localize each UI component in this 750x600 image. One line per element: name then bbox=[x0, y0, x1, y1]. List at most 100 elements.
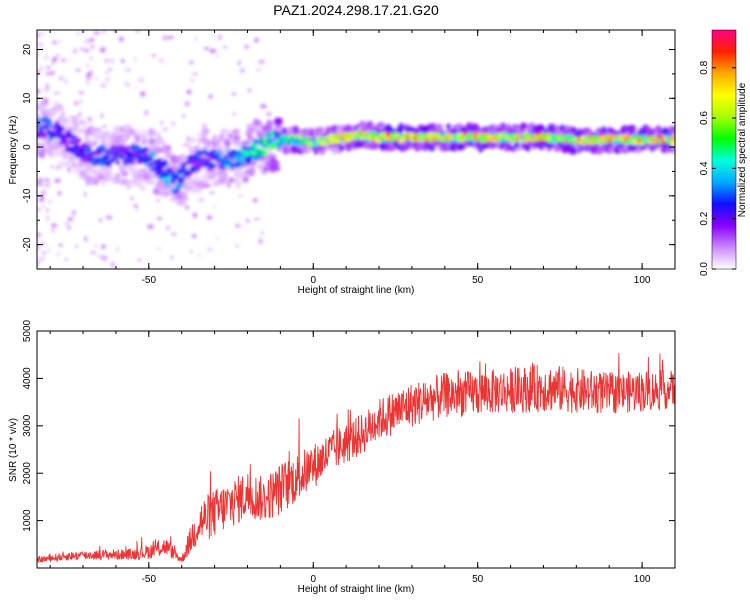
heatmap-cell bbox=[45, 72, 52, 76]
heatmap-cell bbox=[97, 149, 103, 156]
heatmap-cell bbox=[151, 54, 157, 57]
heatmap-cell bbox=[104, 58, 110, 63]
heatmap-cell bbox=[154, 132, 161, 137]
heatmap-cell bbox=[233, 128, 241, 137]
heatmap-cell bbox=[136, 159, 143, 165]
heatmap-cell bbox=[191, 234, 197, 238]
heatmap-cell bbox=[231, 92, 237, 96]
heatmap-cell bbox=[446, 123, 452, 130]
spectrogram-x-tick-label: 0 bbox=[310, 275, 316, 286]
heatmap-cell bbox=[216, 235, 219, 242]
heatmap-cell bbox=[54, 178, 61, 184]
heatmap-cell bbox=[72, 212, 76, 217]
heatmap-cell bbox=[183, 178, 191, 186]
snr-y-label: SNR (10 * v/v) bbox=[8, 418, 19, 482]
heatmap-cell bbox=[255, 155, 261, 160]
heatmap-cell bbox=[57, 160, 67, 168]
heatmap-cell bbox=[39, 32, 46, 36]
heatmap-cell bbox=[125, 145, 130, 151]
heatmap-cell bbox=[58, 76, 65, 81]
heatmap-cell bbox=[670, 140, 675, 145]
heatmap-cell bbox=[67, 120, 72, 126]
heatmap-cell bbox=[133, 86, 139, 89]
heatmap-cell bbox=[198, 198, 205, 202]
colorbar-tick-label: 0.0 bbox=[699, 262, 710, 276]
heatmap-cell bbox=[142, 147, 149, 152]
heatmap-cell bbox=[240, 68, 245, 73]
heatmap-cell bbox=[118, 165, 126, 171]
heatmap-cell bbox=[66, 166, 72, 172]
heatmap-cell bbox=[53, 92, 61, 95]
heatmap-cell bbox=[256, 68, 261, 72]
heatmap-cell bbox=[254, 38, 258, 43]
heatmap-cell bbox=[178, 200, 186, 207]
heatmap-cell bbox=[272, 159, 280, 168]
heatmap-cell bbox=[318, 149, 326, 155]
heatmap-cell bbox=[134, 179, 144, 187]
snr-y-tick-label: 3000 bbox=[22, 414, 33, 437]
heatmap-cell bbox=[175, 187, 180, 193]
heatmap-cell bbox=[137, 258, 141, 262]
heatmap-cell bbox=[89, 141, 95, 148]
heatmap-cell bbox=[47, 247, 51, 253]
heatmap-cell bbox=[254, 120, 262, 126]
heatmap-cell bbox=[198, 192, 202, 195]
heatmap-cell bbox=[52, 40, 57, 45]
heatmap-cell bbox=[57, 190, 62, 196]
heatmap-cell bbox=[138, 77, 145, 83]
heatmap-cell bbox=[87, 81, 90, 86]
heatmap-cell bbox=[89, 37, 95, 43]
heatmap-cell bbox=[219, 133, 225, 142]
heatmap-cell bbox=[170, 232, 177, 236]
heatmap-cell bbox=[258, 59, 266, 65]
heatmap-cell bbox=[119, 153, 124, 159]
heatmap-cell bbox=[57, 40, 62, 43]
heatmap-cell bbox=[157, 247, 160, 251]
heatmap-cell bbox=[56, 125, 65, 132]
heatmap-cell bbox=[139, 170, 145, 176]
heatmap-cell bbox=[37, 88, 41, 94]
heatmap-cell bbox=[192, 174, 201, 182]
heatmap-cell bbox=[156, 199, 161, 202]
heatmap-cell bbox=[229, 178, 235, 183]
heatmap-cell bbox=[63, 141, 70, 148]
heatmap-cell bbox=[194, 144, 200, 152]
heatmap-cell bbox=[177, 180, 185, 184]
spectrogram-panel: -50 0 50 100 -20 -10 0 10 20 Height of straight … bbox=[8, 29, 676, 296]
heatmap-cell bbox=[93, 151, 99, 156]
heatmap-cell bbox=[67, 224, 72, 231]
heatmap-cell bbox=[44, 83, 50, 87]
heatmap-cell bbox=[194, 36, 198, 42]
heatmap-cell bbox=[416, 142, 423, 151]
heatmap-cell bbox=[42, 133, 48, 139]
heatmap-cell bbox=[150, 151, 157, 157]
heatmap-cell bbox=[115, 172, 121, 182]
heatmap-cell bbox=[60, 107, 65, 114]
heatmap-cell bbox=[164, 180, 171, 186]
heatmap-cell bbox=[212, 204, 216, 209]
heatmap-cell bbox=[65, 222, 69, 226]
heatmap-cell bbox=[249, 160, 258, 166]
heatmap-cell bbox=[201, 123, 208, 128]
heatmap-cell bbox=[245, 218, 250, 223]
heatmap-cell bbox=[84, 38, 91, 44]
heatmap-cell bbox=[116, 246, 120, 253]
heatmap-cell bbox=[150, 179, 156, 186]
heatmap-cell bbox=[111, 58, 114, 64]
heatmap-cell bbox=[497, 137, 504, 143]
heatmap-cell bbox=[239, 162, 245, 167]
heatmap-cell bbox=[269, 153, 277, 158]
heatmap-cell bbox=[274, 132, 282, 139]
heatmap-cell bbox=[263, 166, 269, 172]
heatmap-cell bbox=[48, 154, 55, 158]
heatmap-cell bbox=[37, 207, 41, 212]
heatmap-cell bbox=[214, 150, 223, 156]
heatmap-cell bbox=[104, 160, 112, 167]
heatmap-cell bbox=[208, 191, 215, 194]
heatmap-cell bbox=[41, 251, 47, 255]
heatmap-cell bbox=[273, 118, 283, 126]
heatmap-cell bbox=[77, 127, 87, 134]
heatmap-cell bbox=[180, 163, 186, 170]
heatmap-cell bbox=[84, 236, 88, 242]
heatmap-cell bbox=[120, 170, 129, 177]
